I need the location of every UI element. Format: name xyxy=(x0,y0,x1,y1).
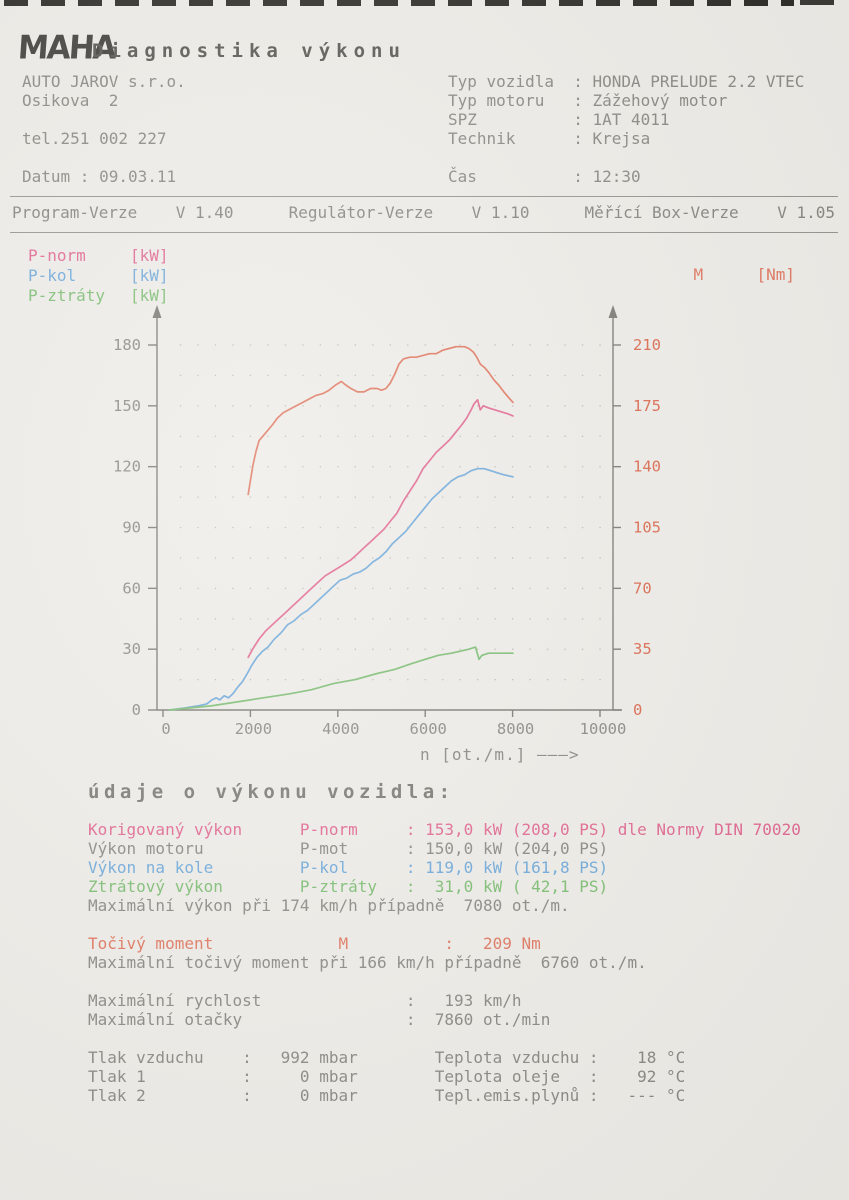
text-row: Osikova 2 xyxy=(22,91,119,110)
results-block: Korigovaný výkon P-norm : 153,0 kW (208,… xyxy=(88,820,801,1105)
text-row xyxy=(88,972,801,991)
text-row: Maximální točivý moment při 166 km/h pří… xyxy=(88,953,647,972)
svg-text:150: 150 xyxy=(113,397,141,415)
svg-text:180: 180 xyxy=(113,336,141,354)
vehicle-info-block: Typ vozidla : HONDA PRELUDE 2.2 VTEC Typ … xyxy=(448,72,804,186)
text-row xyxy=(22,110,186,129)
text-row xyxy=(448,148,804,167)
text-row: Ztrátový výkon P-ztráty : 31,0 kW ( 42,1… xyxy=(88,877,609,896)
curve-p-norm xyxy=(247,398,514,659)
text-row: Výkon na kole P-kol : 119,0 kW (161,8 PS… xyxy=(88,858,609,877)
text-row: Tlak vzduchu : 992 mbar Teplota vzduchu … xyxy=(88,1048,686,1067)
legend-series-unit: [kW] xyxy=(130,286,169,305)
svg-text:210: 210 xyxy=(633,336,661,354)
text-row: Čas : 12:30 xyxy=(448,167,641,186)
divider-top xyxy=(10,196,838,197)
text-row: Datum : 09.03.11 xyxy=(22,167,177,186)
torn-paper-edge xyxy=(4,0,794,6)
text-row: Typ motoru : Zážehový motor xyxy=(448,91,728,110)
text-row: Korigovaný výkon P-norm : 153,0 kW (208,… xyxy=(88,820,801,839)
text-row: AUTO JAROV s.r.o. xyxy=(22,72,186,91)
curve-p-ztráty xyxy=(168,646,514,711)
text-row xyxy=(88,1029,801,1048)
text-row: SPZ : 1AT 4011 xyxy=(448,110,670,129)
text-row xyxy=(22,148,186,167)
svg-text:10000: 10000 xyxy=(580,720,627,738)
text-row: Točivý moment M : 209 Nm xyxy=(88,934,541,953)
version-item: Měřící Box-Verze V 1.05 xyxy=(584,203,835,222)
curve-m xyxy=(247,345,514,496)
legend-series-unit: [kW] xyxy=(130,246,169,265)
text-row: Maximální výkon při 174 km/h případně 70… xyxy=(88,896,570,915)
chart-legend-left: P-norm [kW] P-kol [kW] P-ztráty [kW] xyxy=(28,246,169,306)
svg-text:8000: 8000 xyxy=(497,720,534,738)
company-info-block: AUTO JAROV s.r.o. Osikova 2 tel.251 002 2… xyxy=(22,72,186,186)
text-row: Výkon motoru P-mot : 150,0 kW (204,0 PS) xyxy=(88,839,609,858)
svg-text:120: 120 xyxy=(113,458,141,476)
results-heading: údaje o výkonu vozidla: xyxy=(88,781,455,803)
svg-text:35: 35 xyxy=(633,640,652,658)
svg-text:30: 30 xyxy=(122,640,141,658)
legend-m-unit: [Nm] xyxy=(756,265,796,284)
svg-text:4000: 4000 xyxy=(322,720,359,738)
curve-p-kol xyxy=(168,467,514,711)
svg-text:0: 0 xyxy=(161,720,170,738)
legend-m-label: M xyxy=(693,265,704,284)
text-row: Tlak 1 : 0 mbar Teplota oleje : 92 °C xyxy=(88,1067,686,1086)
version-item: Program-Verze V 1.40 xyxy=(12,203,234,222)
svg-text:70: 70 xyxy=(633,579,652,597)
text-row: Maximální rychlost : 193 km/h xyxy=(88,991,522,1010)
legend-item-p-norm: P-norm [kW] xyxy=(28,246,169,266)
svg-text:175: 175 xyxy=(633,397,661,415)
version-item: Regulátor-Verze V 1.10 xyxy=(288,203,530,222)
svg-text:2000: 2000 xyxy=(235,720,272,738)
svg-text:6000: 6000 xyxy=(410,720,447,738)
torn-paper-edge-right xyxy=(800,0,834,5)
legend-series-label: P-kol xyxy=(28,266,77,285)
divider-bottom xyxy=(10,232,838,233)
svg-text:0: 0 xyxy=(132,701,141,719)
svg-text:140: 140 xyxy=(633,458,661,476)
x-axis-label: n [ot./m.] ———> xyxy=(420,745,580,764)
legend-series-label: P-norm xyxy=(28,246,86,265)
page-title: Diagnostika výkonu xyxy=(92,40,406,62)
text-row: Technik : Krejsa xyxy=(448,129,651,148)
text-row: Tlak 2 : 0 mbar Tepl.emis.plynů : --- °C xyxy=(88,1086,686,1105)
svg-text:60: 60 xyxy=(122,579,141,597)
legend-item-p-kol: P-kol [kW] xyxy=(28,266,169,286)
svg-text:105: 105 xyxy=(633,519,661,537)
text-row: Maximální otačky : 7860 ot./min xyxy=(88,1010,551,1029)
svg-text:90: 90 xyxy=(122,519,141,537)
text-row xyxy=(88,915,801,934)
svg-text:0: 0 xyxy=(633,701,642,719)
text-row: tel.251 002 227 xyxy=(22,129,167,148)
chart-legend-right: M [Nm] xyxy=(655,246,796,303)
text-row: Typ vozidla : HONDA PRELUDE 2.2 VTEC xyxy=(448,72,805,91)
legend-series-label: P-ztráty xyxy=(28,286,106,305)
legend-series-unit: [kW] xyxy=(130,266,169,285)
version-bar: Program-Verze V 1.40 Regulátor-Verze V 1.… xyxy=(12,203,835,222)
legend-item-p-ztráty: P-ztráty [kW] xyxy=(28,286,169,306)
